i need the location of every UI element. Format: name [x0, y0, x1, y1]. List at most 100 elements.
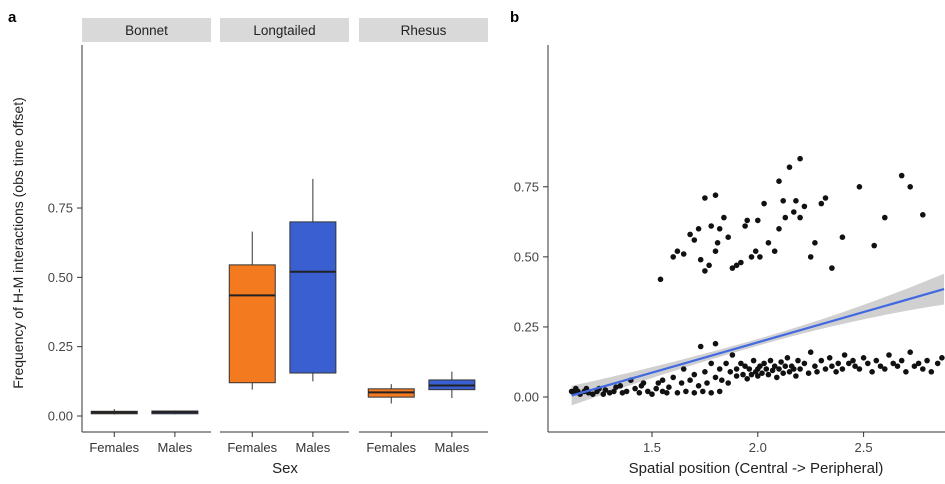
panel-b-y-tick-label: 0.25: [514, 319, 539, 334]
scatter-point: [871, 242, 877, 249]
scatter-point: [869, 369, 875, 375]
box-longtailed-females: [228, 264, 276, 384]
scatter-point: [708, 390, 714, 396]
scatter-point: [915, 360, 922, 367]
scatter-point: [697, 343, 704, 350]
scatter-point: [791, 366, 797, 372]
scatter-point: [733, 262, 740, 269]
scatter-point: [744, 217, 750, 224]
scatter-point: [733, 373, 740, 379]
facet-x-tick-label-females: Females: [366, 440, 416, 455]
scatter-point: [636, 390, 643, 396]
scatter-point: [793, 198, 799, 204]
scatter-point: [733, 366, 740, 372]
scatter-point: [738, 360, 744, 367]
scatter-point: [782, 363, 789, 370]
scatter-point: [640, 380, 647, 386]
scatter-point: [865, 360, 871, 367]
scatter-point: [752, 248, 759, 254]
scatter-point: [632, 385, 638, 392]
scatter-point: [678, 380, 685, 386]
scatter-point: [740, 371, 746, 378]
panel-b-x-tick-label: 2.5: [855, 440, 873, 455]
scatter-point: [704, 380, 710, 386]
scatter-point: [894, 363, 901, 370]
scatter-point: [757, 254, 763, 260]
scatter-point: [780, 198, 786, 204]
panel-b-label: b: [510, 9, 519, 26]
scatter-point: [761, 200, 767, 207]
panel-b: 0.00 0.25 0.50 0.75 1.5 2.0 2.5: [514, 45, 945, 455]
scatter-point: [742, 363, 748, 370]
panel-a-y-tick-label: 0.50: [48, 270, 73, 285]
scatter-point: [898, 357, 905, 364]
scatter-point: [691, 237, 698, 243]
scatter-point: [674, 390, 681, 396]
scatter-point: [702, 369, 708, 375]
scatter-point: [822, 366, 829, 372]
panel-b-y-tick-label: 0.00: [514, 390, 539, 405]
scatter-point: [687, 377, 693, 384]
scatter-point: [765, 240, 772, 246]
scatter-point: [769, 367, 776, 374]
scatter-point: [786, 164, 793, 170]
scatter-point: [814, 369, 820, 375]
scatter-point: [670, 374, 676, 381]
scatter-point: [797, 366, 803, 372]
scatter-point: [856, 184, 863, 190]
scatter-point: [882, 214, 888, 221]
scatter-point: [748, 254, 755, 260]
scatter-point: [714, 240, 721, 246]
scatter-point: [860, 355, 867, 361]
scatter-point: [812, 363, 818, 370]
panel-a: 0.00 0.25 0.50 0.75 Bonnet Females Males Longta…: [48, 18, 488, 455]
scatter-point: [797, 214, 803, 221]
scatter-point: [822, 195, 829, 201]
scatter-point: [695, 383, 702, 389]
scatter-point: [763, 366, 770, 372]
scatter-point: [712, 374, 719, 381]
scatter-point: [826, 355, 833, 361]
scatter-point: [590, 391, 596, 398]
scatter-point: [712, 340, 719, 347]
scatter-point: [898, 172, 905, 179]
panel-b-x-tick-label: 2.0: [749, 440, 767, 455]
scatter-point: [670, 254, 676, 260]
facet-strip-rhesus: [359, 18, 488, 42]
scatter-point: [807, 254, 814, 260]
panel-a-y-tick-label: 0.75: [48, 201, 73, 216]
scatter-point: [839, 366, 846, 372]
scatter-point: [653, 385, 659, 392]
scatter-point: [928, 369, 935, 375]
scatter-point: [606, 390, 613, 396]
scatter-point: [700, 388, 706, 395]
scatter-point: [600, 391, 607, 398]
scatter-point: [852, 363, 858, 370]
scatter-point: [856, 366, 863, 372]
panel-a-label: a: [8, 9, 17, 26]
scatter-point: [776, 178, 782, 184]
scatter-point: [725, 380, 731, 386]
scatter-point: [727, 369, 734, 375]
scatter-point: [611, 388, 617, 395]
scatter-point: [746, 366, 753, 372]
scatter-point: [835, 360, 841, 367]
scatter-point: [721, 214, 727, 221]
scatter-point: [716, 366, 723, 372]
scatter-point: [807, 349, 814, 356]
facet-strip-bonnet: [82, 18, 211, 42]
scatter-point: [841, 352, 848, 358]
scatter-point: [778, 359, 784, 365]
scatter-point: [833, 369, 839, 375]
scatter-point: [771, 248, 778, 254]
scatter-point: [907, 184, 913, 190]
panel-a-x-axis-label: Sex: [272, 460, 298, 477]
scatter-point: [708, 360, 714, 367]
scatter-point: [680, 366, 687, 372]
scatter-point: [784, 355, 791, 361]
scatter-point: [695, 226, 702, 232]
scatter-point: [742, 223, 748, 229]
scatter-point: [903, 369, 909, 375]
